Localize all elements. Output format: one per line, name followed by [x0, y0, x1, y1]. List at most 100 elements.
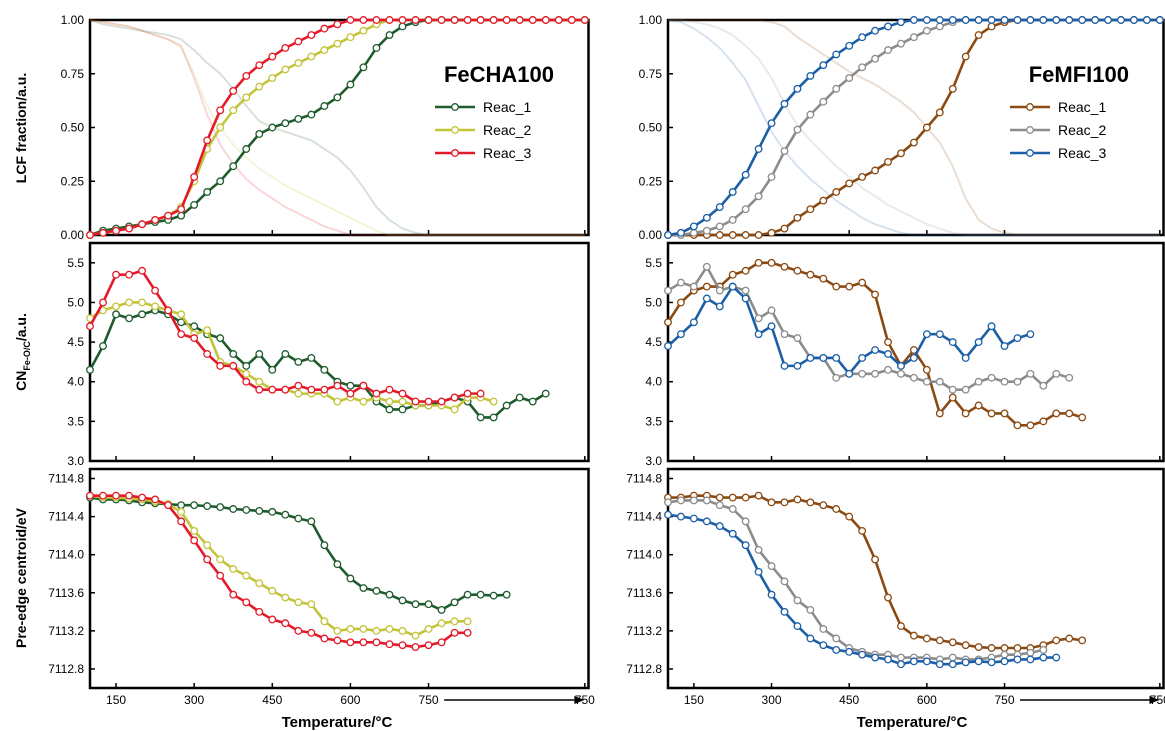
panel-frame: [666, 241, 1165, 463]
data-point: [715, 231, 724, 239]
data-point: [832, 50, 841, 59]
x-tick-label: 750: [575, 693, 595, 707]
data-point: [676, 278, 685, 287]
data-point: [203, 502, 212, 511]
data-point: [832, 645, 841, 654]
data-point: [819, 196, 828, 205]
series-line-Reac_1: [89, 496, 507, 612]
data-point: [961, 641, 970, 650]
data-point: [793, 596, 802, 605]
data-point: [922, 634, 931, 643]
data-point: [767, 228, 776, 237]
data-point: [190, 526, 199, 535]
data-point: [728, 493, 737, 502]
data-point: [242, 377, 251, 386]
data-point: [715, 203, 724, 211]
legend-marker-Reac_1: [1026, 103, 1034, 111]
data-point: [832, 353, 841, 362]
data-point: [255, 377, 264, 386]
x-axis-label-right: Temperature/°C: [857, 714, 968, 731]
data-point: [1026, 655, 1035, 664]
data-point: [1078, 16, 1087, 24]
data-point: [333, 560, 342, 569]
data-point: [385, 385, 394, 394]
x-tick-label: 750: [419, 693, 439, 707]
data-point: [1000, 342, 1009, 351]
data-point: [948, 653, 957, 662]
data-point: [935, 660, 944, 669]
data-point: [1000, 644, 1009, 652]
x-tick-label: 600: [917, 693, 937, 707]
data-point: [489, 591, 498, 600]
data-point: [793, 266, 802, 275]
data-point: [871, 166, 880, 175]
data-point: [689, 228, 698, 237]
data-point: [922, 365, 931, 374]
data-point: [897, 361, 905, 370]
data-point: [897, 622, 905, 631]
data-point: [858, 369, 867, 378]
series-Reac_3: [86, 491, 472, 652]
data-point: [689, 514, 698, 523]
data-point: [359, 638, 368, 647]
series-Reac_3: [664, 282, 1035, 378]
data-point: [741, 541, 750, 550]
data-point: [424, 16, 433, 24]
data-point: [307, 628, 316, 637]
label-layer: LCF fraction/a.u. CNFe-O/C/a.u. Pre-edge…: [13, 73, 968, 731]
data-point: [307, 52, 316, 61]
data-point: [294, 514, 303, 523]
data-point: [281, 119, 290, 128]
y-tick-label: 3.5: [645, 414, 662, 428]
data-point: [793, 213, 802, 222]
data-point: [359, 16, 368, 24]
data-point: [754, 330, 763, 339]
data-point: [229, 350, 238, 358]
data-point: [346, 574, 355, 583]
data-point: [948, 385, 957, 394]
data-point: [664, 342, 672, 351]
data-point: [320, 365, 329, 374]
data-point: [268, 52, 277, 61]
x-tick-label: 450: [839, 693, 859, 707]
data-point: [125, 491, 134, 500]
data-point: [476, 590, 485, 599]
data-point: [1078, 636, 1087, 645]
data-point: [819, 353, 828, 362]
data-point: [897, 660, 905, 669]
data-point: [1026, 421, 1035, 430]
data-point: [385, 397, 394, 406]
data-point: [702, 517, 711, 526]
data-point: [86, 491, 94, 500]
data-point: [294, 626, 303, 635]
data-point: [1026, 16, 1035, 24]
legend-marker-Reac_2: [451, 126, 459, 134]
data-point: [203, 188, 212, 196]
data-point: [281, 350, 290, 358]
data-point: [138, 266, 147, 275]
data-point: [1129, 16, 1138, 24]
data-point: [164, 501, 173, 510]
x-tick-label: 450: [262, 693, 282, 707]
data-point: [450, 16, 459, 24]
data-point: [242, 505, 251, 514]
data-point: [411, 16, 420, 24]
data-point: [780, 607, 789, 616]
data-point: [961, 353, 970, 362]
panel-left-row1: 3.0 3.5 4.0 4.5 5.0 5.5: [67, 241, 590, 468]
data-point: [294, 59, 303, 67]
series-Reac_3: [664, 16, 1164, 239]
data-point: [845, 282, 854, 291]
data-point: [858, 526, 867, 535]
data-point: [294, 357, 303, 366]
panel-frame: [666, 467, 1165, 690]
data-point: [528, 397, 537, 406]
data-point: [832, 188, 841, 196]
y-tick-label: 4.5: [645, 335, 662, 349]
data-point: [489, 16, 498, 24]
data-point: [450, 598, 459, 607]
data-point: [125, 270, 134, 279]
data-point: [741, 205, 750, 214]
data-point: [203, 541, 212, 550]
data-point: [190, 322, 199, 331]
